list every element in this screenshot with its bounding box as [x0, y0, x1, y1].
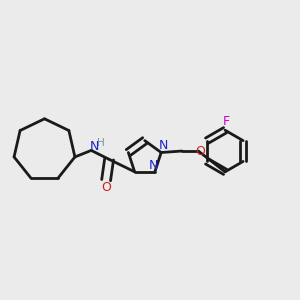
Text: H: H	[97, 138, 105, 148]
Text: O: O	[195, 145, 205, 158]
Text: N: N	[149, 159, 158, 172]
Text: N: N	[90, 140, 100, 153]
Text: N: N	[159, 140, 168, 152]
Text: F: F	[223, 115, 230, 128]
Text: O: O	[101, 181, 111, 194]
